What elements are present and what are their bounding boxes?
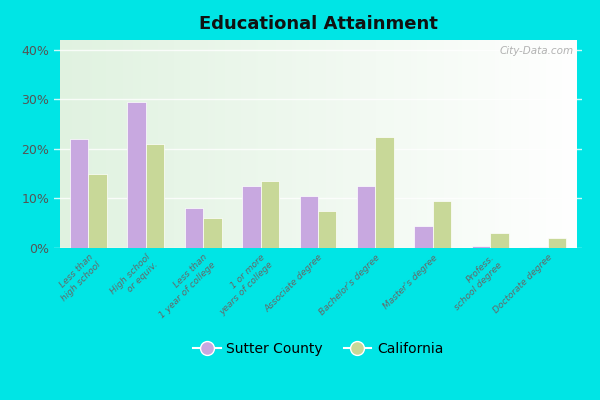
Bar	[242, 186, 260, 248]
Bar	[529, 247, 548, 248]
Bar	[185, 208, 203, 248]
Legend: Sutter County, California: Sutter County, California	[187, 336, 449, 362]
Bar	[433, 201, 451, 248]
Text: City-Data.com: City-Data.com	[500, 46, 574, 56]
Bar	[203, 218, 221, 248]
Bar	[127, 102, 146, 248]
Bar	[472, 246, 490, 248]
Bar	[299, 196, 318, 248]
Bar	[376, 136, 394, 248]
Bar	[260, 181, 279, 248]
Bar	[70, 139, 88, 248]
Bar	[490, 233, 509, 248]
Title: Educational Attainment: Educational Attainment	[199, 15, 437, 33]
Bar	[318, 211, 337, 248]
Bar	[146, 144, 164, 248]
Bar	[415, 226, 433, 248]
Bar	[548, 238, 566, 248]
Bar	[357, 186, 376, 248]
Bar	[88, 174, 107, 248]
